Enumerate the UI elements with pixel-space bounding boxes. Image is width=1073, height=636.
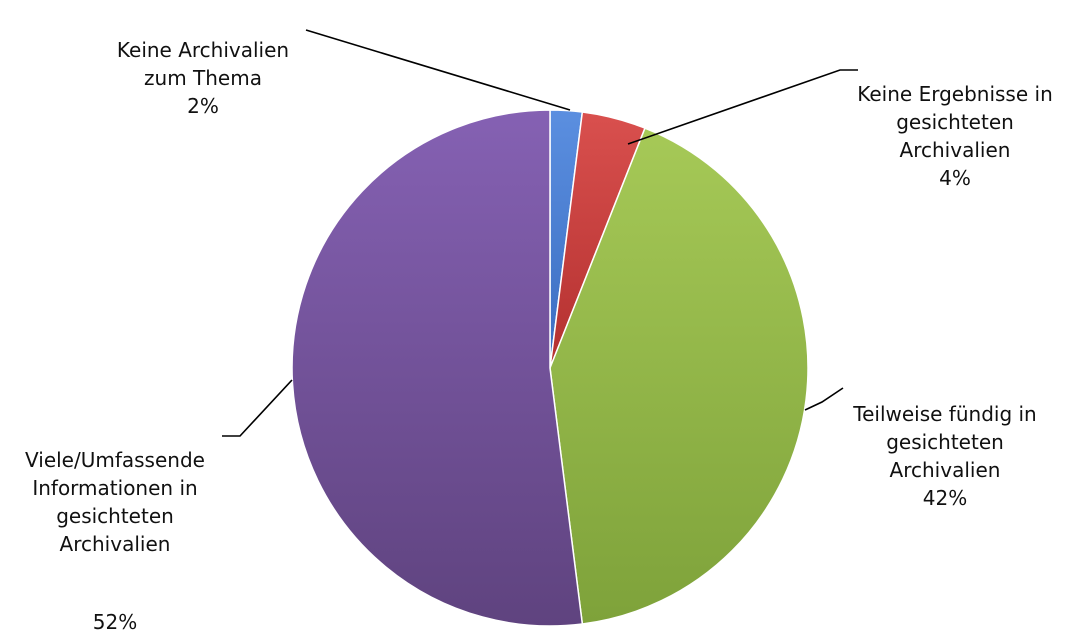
slice-percent: 2%	[187, 94, 219, 118]
slice-percent: 42%	[922, 486, 968, 510]
pie-slice-teilweise	[549, 127, 809, 625]
slice-label-text: Teilweise fündig in gesichteten Archival…	[853, 402, 1037, 482]
slice-label-teilweise: Teilweise fündig in gesichteten Archival…	[840, 372, 1050, 540]
slice-label-text: Keine Ergebnisse in gesichteten Archival…	[857, 82, 1053, 162]
pie-slice-viele	[291, 109, 584, 627]
slice-label-text: Viele/Umfassende Informationen in gesich…	[25, 448, 205, 556]
slice-label-text: Keine Archivalien zum Thema	[116, 38, 290, 90]
slice-percent: 4%	[939, 166, 971, 190]
leader-line-teilweise	[804, 387, 844, 411]
leader-line-viele	[222, 379, 293, 437]
slice-percent-viele: 52%	[6, 580, 224, 636]
slice-label-keine-archivalien: Keine Archivalien zum Thema 2%	[98, 8, 308, 148]
slice-label-keine-ergebnisse: Keine Ergebnisse in gesichteten Archival…	[855, 52, 1055, 220]
leader-line-keine-ergebnisse	[627, 69, 858, 145]
leader-line-keine-archivalien	[305, 29, 571, 111]
slice-percent: 52%	[92, 610, 138, 634]
slice-label-viele: Viele/Umfassende Informationen in gesich…	[6, 418, 224, 558]
